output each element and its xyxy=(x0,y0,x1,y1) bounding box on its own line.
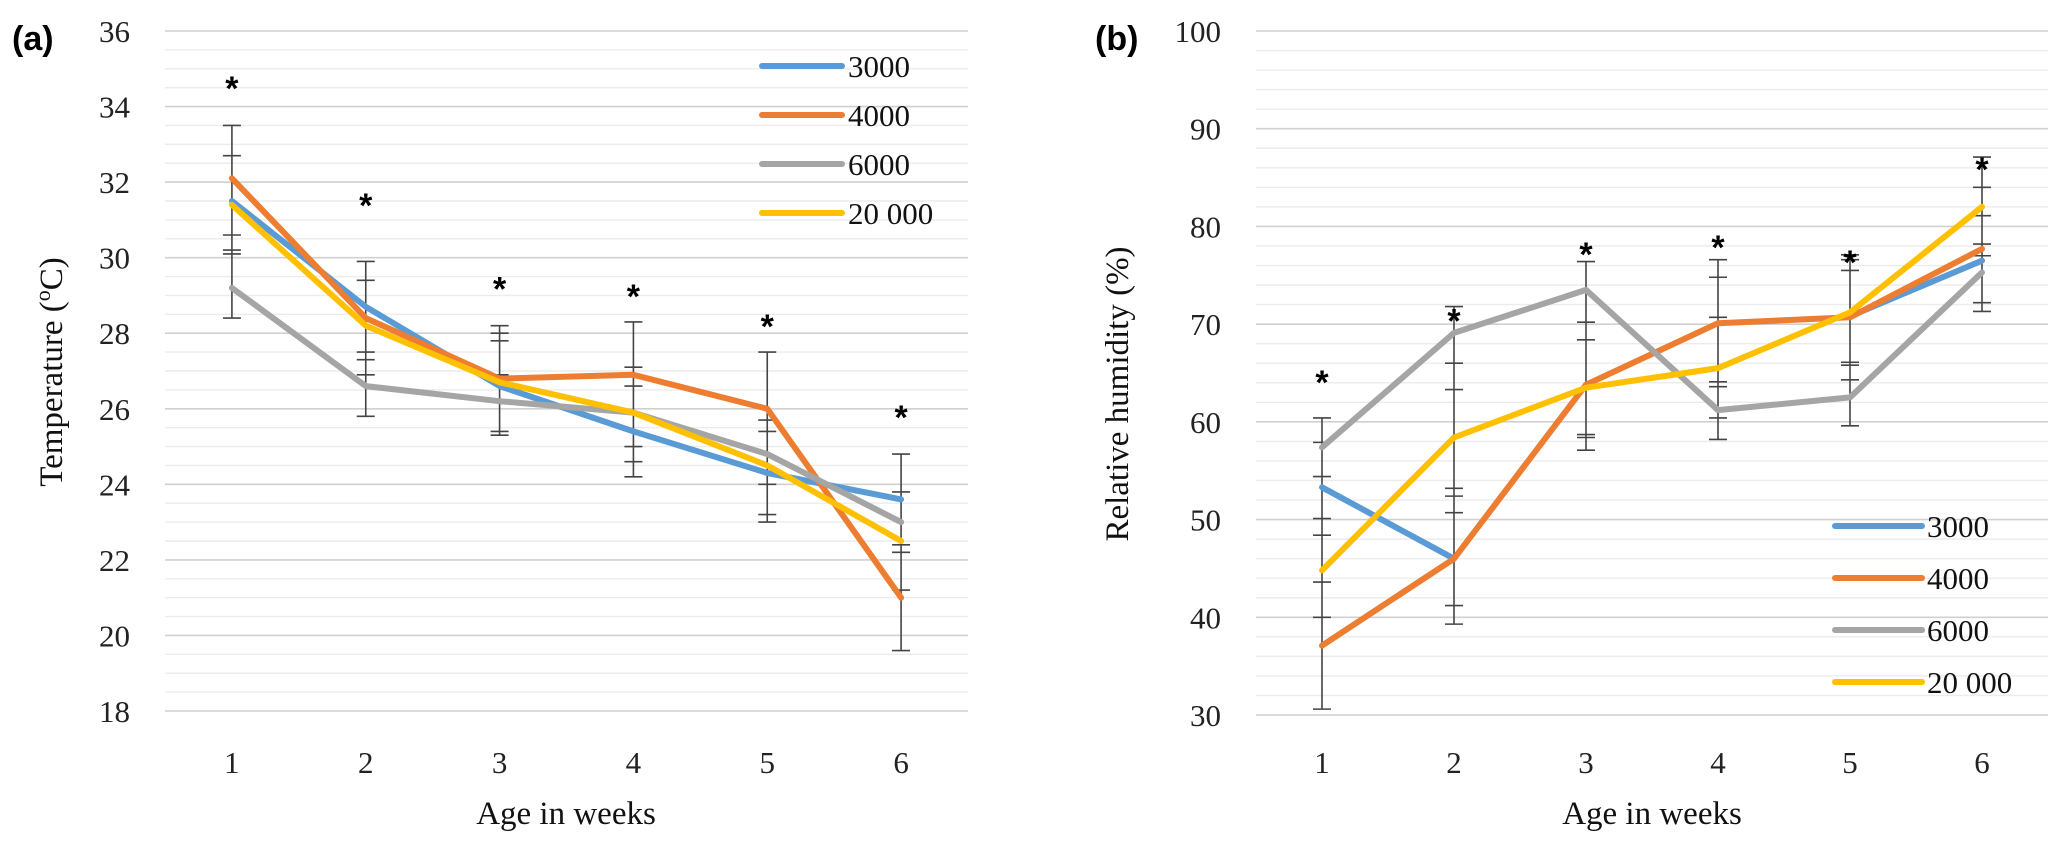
y-tick-label: 100 xyxy=(1175,14,1222,49)
legend-item: 4000 xyxy=(759,98,910,133)
legend-item: 3000 xyxy=(759,49,910,84)
legend-label: 6000 xyxy=(1927,613,1989,648)
series-line-20000 xyxy=(1319,203,1985,574)
x-tick-label: 1 xyxy=(224,745,240,780)
significance-marker: * xyxy=(1447,302,1461,340)
legend-label: 4000 xyxy=(1927,561,1989,596)
y-tick-label: 30 xyxy=(1190,698,1221,733)
y-tick-labels: 30 40 50 60 70 80 90 100 xyxy=(1175,14,1222,733)
series-line-20000 xyxy=(228,201,905,544)
series-lines xyxy=(1319,203,1985,649)
significance-marker: * xyxy=(225,70,239,108)
x-axis-title: Age in weeks xyxy=(1562,796,1742,832)
series-line-6000 xyxy=(228,284,905,526)
significance-marker: * xyxy=(1315,364,1329,402)
x-axis-title: Age in weeks xyxy=(476,796,656,832)
x-tick-label: 2 xyxy=(1446,745,1462,780)
x-tick-label: 1 xyxy=(1314,745,1330,780)
series-line-6000 xyxy=(1319,269,1985,451)
series-line-4000 xyxy=(228,175,905,601)
legend-item: 6000 xyxy=(1832,613,1989,648)
x-tick-label: 6 xyxy=(1974,745,1990,780)
y-tick-label: 20 xyxy=(99,618,130,653)
gridlines xyxy=(1256,30,2048,716)
legend-label: 6000 xyxy=(848,147,910,182)
x-tick-label: 3 xyxy=(1578,745,1594,780)
error-bars xyxy=(222,124,911,652)
significance-markers: * * * * * * xyxy=(225,70,908,437)
panel-label: (b) xyxy=(1095,20,1138,58)
x-tick-label: 5 xyxy=(1842,745,1858,780)
significance-marker: * xyxy=(1975,151,1989,189)
significance-marker: * xyxy=(1711,229,1725,267)
y-axis-title: Temperature (oC) xyxy=(30,257,71,487)
legend-item: 4000 xyxy=(1832,561,1989,596)
y-axis-title: Relative humidity (%) xyxy=(1100,246,1136,541)
y-tick-label: 24 xyxy=(99,467,131,502)
x-tick-labels: 1 2 3 4 5 6 xyxy=(1314,745,1990,780)
x-tick-label: 5 xyxy=(760,745,776,780)
significance-marker: * xyxy=(359,187,373,225)
legend-item: 6000 xyxy=(759,147,910,182)
error-bars xyxy=(1313,156,1991,710)
x-tick-label: 3 xyxy=(492,745,508,780)
panel-label: (a) xyxy=(12,20,54,58)
y-tick-label: 34 xyxy=(99,90,131,125)
significance-marker: * xyxy=(1579,236,1593,274)
y-tick-label: 22 xyxy=(99,543,130,578)
significance-marker: * xyxy=(894,399,908,437)
y-tick-label: 30 xyxy=(99,241,130,276)
y-tick-label: 70 xyxy=(1190,307,1221,342)
gridlines xyxy=(165,30,968,712)
x-tick-label: 4 xyxy=(626,745,642,780)
y-tick-label: 90 xyxy=(1190,112,1221,147)
legend-label: 3000 xyxy=(1927,509,1989,544)
series-line-3000 xyxy=(1319,257,1985,562)
significance-marker: * xyxy=(1843,244,1857,282)
significance-marker: * xyxy=(627,278,641,316)
x-tick-label: 4 xyxy=(1710,745,1726,780)
y-tick-label: 36 xyxy=(99,14,130,49)
legend-item: 20 000 xyxy=(1832,665,2012,700)
y-tick-label: 80 xyxy=(1190,209,1221,244)
y-tick-labels: 18 20 22 24 26 28 30 32 34 36 xyxy=(99,14,131,729)
significance-markers: * * * * * * xyxy=(1315,151,1989,402)
legend-label: 4000 xyxy=(848,98,910,133)
y-tick-label: 40 xyxy=(1190,600,1221,635)
legend-item: 20 000 xyxy=(759,196,933,231)
y-tick-label: 60 xyxy=(1190,405,1221,440)
legend-item: 3000 xyxy=(1832,509,1989,544)
x-tick-label: 2 xyxy=(358,745,374,780)
legend-label: 20 000 xyxy=(848,196,933,231)
legend: 3000 4000 6000 20 000 xyxy=(1832,509,2012,700)
legend-label: 3000 xyxy=(848,49,910,84)
y-tick-label: 50 xyxy=(1190,503,1221,538)
x-tick-label: 6 xyxy=(893,745,909,780)
x-tick-labels: 1 2 3 4 5 6 xyxy=(224,745,909,780)
series-lines xyxy=(228,175,905,601)
y-tick-label: 32 xyxy=(99,165,130,200)
significance-marker: * xyxy=(493,270,507,308)
y-tick-label: 28 xyxy=(99,316,130,351)
legend: 3000 4000 6000 20 000 xyxy=(759,49,933,231)
panel-b-humidity: 30 40 50 60 70 80 90 100 1 2 3 4 5 6 * * * * * * 3000 4000… xyxy=(1095,14,2048,832)
y-tick-label: 18 xyxy=(99,694,130,729)
y-tick-label: 26 xyxy=(99,392,130,427)
legend-label: 20 000 xyxy=(1927,665,2012,700)
series-line-4000 xyxy=(1319,245,1985,649)
significance-marker: * xyxy=(761,308,775,346)
